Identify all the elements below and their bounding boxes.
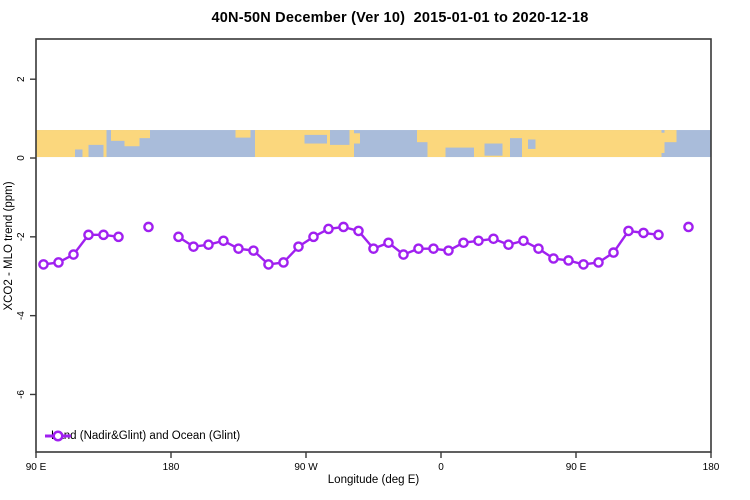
x-tick-label: 90 E xyxy=(26,462,47,473)
y-tick-label: 0 xyxy=(16,155,27,161)
data-point-marker xyxy=(428,243,439,254)
ocean-patch xyxy=(88,144,104,158)
legend-label: Land (Nadir&Glint) and Ocean (Glint) xyxy=(51,430,241,442)
data-point-marker xyxy=(503,239,514,251)
data-point-marker xyxy=(233,243,244,254)
plot-box xyxy=(35,38,712,453)
data-point-marker xyxy=(443,245,454,256)
data-point-marker xyxy=(488,233,499,245)
land-patch xyxy=(111,130,126,141)
land-patch xyxy=(349,133,360,144)
y-tick-label: -2 xyxy=(16,232,27,241)
data-point-marker xyxy=(518,235,529,247)
legend-marker-icon xyxy=(45,430,71,442)
data-point-marker xyxy=(203,239,214,251)
data-point-marker xyxy=(683,221,694,233)
data-point-marker xyxy=(563,255,574,266)
axis-ticks: 90 E 180 90 W 0 90 E 180 2 0 -2 -4 -6 xyxy=(16,76,720,473)
land-patch xyxy=(664,130,677,143)
x-tick-label: 180 xyxy=(703,462,720,473)
data-point-marker xyxy=(653,229,664,241)
data-point-marker xyxy=(338,221,349,233)
x-axis-label: Longitude (deg E) xyxy=(327,474,420,486)
data-point-marker xyxy=(308,231,319,243)
ocean-patch xyxy=(304,134,327,144)
x-tick-label: 90 W xyxy=(294,462,318,473)
data-point-marker xyxy=(413,243,424,254)
data-point-marker xyxy=(608,247,619,258)
world-map-strip xyxy=(36,130,711,158)
data-point-marker xyxy=(98,229,109,241)
data-point-marker xyxy=(278,257,289,268)
data-point-marker xyxy=(533,243,544,254)
data-point-marker xyxy=(323,223,334,235)
data-point-marker xyxy=(113,231,124,243)
land-patch xyxy=(235,130,251,138)
data-point-marker xyxy=(83,229,94,241)
legend: Land (Nadir&Glint) and Ocean (Glint) xyxy=(42,428,240,444)
ocean-patch xyxy=(484,143,503,156)
land-patch xyxy=(417,130,428,143)
y-axis-label: XCO2 - MLO trend (ppm) xyxy=(3,181,15,311)
ocean-patch xyxy=(528,139,536,149)
y-tick-label: 2 xyxy=(16,76,27,82)
data-point-marker xyxy=(248,245,259,256)
data-point-marker xyxy=(143,221,154,233)
data-point-marker xyxy=(53,257,64,268)
data-point-marker xyxy=(293,241,304,252)
data-point-marker xyxy=(623,225,634,237)
ocean-patch xyxy=(445,147,474,158)
land-patch xyxy=(651,132,665,153)
ocean-patch xyxy=(75,149,83,158)
data-point-marker xyxy=(398,249,409,260)
data-point-marker xyxy=(458,237,469,249)
data-point-marker xyxy=(473,235,484,247)
y-tick-label: -4 xyxy=(16,311,27,320)
land-patch xyxy=(138,130,150,139)
ocean-patch xyxy=(330,130,350,145)
x-tick-label: 180 xyxy=(163,462,180,473)
data-point-marker xyxy=(38,259,49,270)
x-tick-label: 90 E xyxy=(566,462,587,473)
data-point-marker xyxy=(638,227,649,239)
data-point-marker xyxy=(353,225,364,237)
x-tick-label: 0 xyxy=(438,462,444,473)
data-point-marker xyxy=(548,253,559,264)
data-point-marker xyxy=(218,235,229,247)
data-series-line xyxy=(38,221,694,270)
y-tick-label: -6 xyxy=(16,390,27,399)
data-point-marker xyxy=(578,259,589,270)
data-point-marker xyxy=(368,243,379,254)
ocean-patch xyxy=(510,138,522,158)
data-point-marker xyxy=(173,231,184,243)
data-point-marker xyxy=(383,237,394,249)
data-point-marker xyxy=(68,249,79,260)
data-point-marker xyxy=(263,259,274,270)
land-patch xyxy=(124,130,140,147)
data-point-marker xyxy=(188,241,199,252)
chart-title: 40N-50N December (Ver 10) 2015-01-01 to … xyxy=(211,10,589,26)
data-point-marker xyxy=(593,257,604,268)
